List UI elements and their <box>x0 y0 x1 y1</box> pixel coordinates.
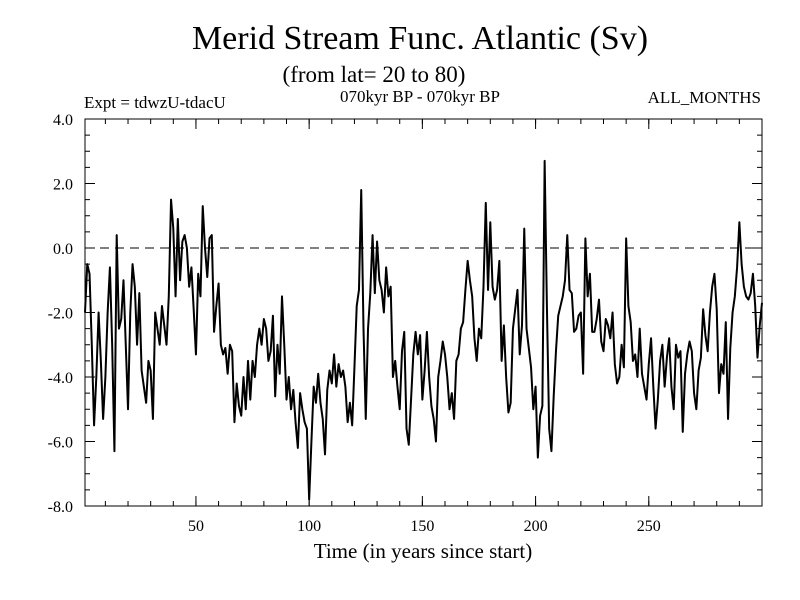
y-tick-label: -6.0 <box>48 435 73 452</box>
plot-frame <box>84 118 763 507</box>
y-tick-label: 2.0 <box>53 177 73 194</box>
y-tick-label: 0.0 <box>53 241 73 258</box>
season-label: ALL_MONTHS <box>648 88 761 107</box>
chart-subtitle: (from lat= 20 to 80) <box>283 62 466 87</box>
y-minor-ticks <box>85 118 762 507</box>
x-tick-label: 100 <box>297 518 321 535</box>
x-minor-ticks <box>104 119 740 506</box>
y-tick-label: 4.0 <box>53 112 73 129</box>
chart-title: Merid Stream Func. Atlantic (Sv) <box>192 20 648 57</box>
y-tick-label: -8.0 <box>48 499 73 516</box>
x-axis-label: Time (in years since start) <box>314 539 533 563</box>
period-label: 070kyr BP - 070kyr BP <box>340 87 500 106</box>
experiment-label: Expt = tdwzU-tdacU <box>84 93 226 112</box>
x-tick-label: 150 <box>410 518 434 535</box>
x-tick-label: 200 <box>524 518 548 535</box>
series-line <box>84 159 763 501</box>
y-tick-label: -2.0 <box>48 306 73 323</box>
x-axis: 50 100 150 200 250 <box>188 119 661 535</box>
x-tick-label: 50 <box>188 518 204 535</box>
x-tick-label: 250 <box>637 518 661 535</box>
y-tick-label: -4.0 <box>48 370 73 387</box>
